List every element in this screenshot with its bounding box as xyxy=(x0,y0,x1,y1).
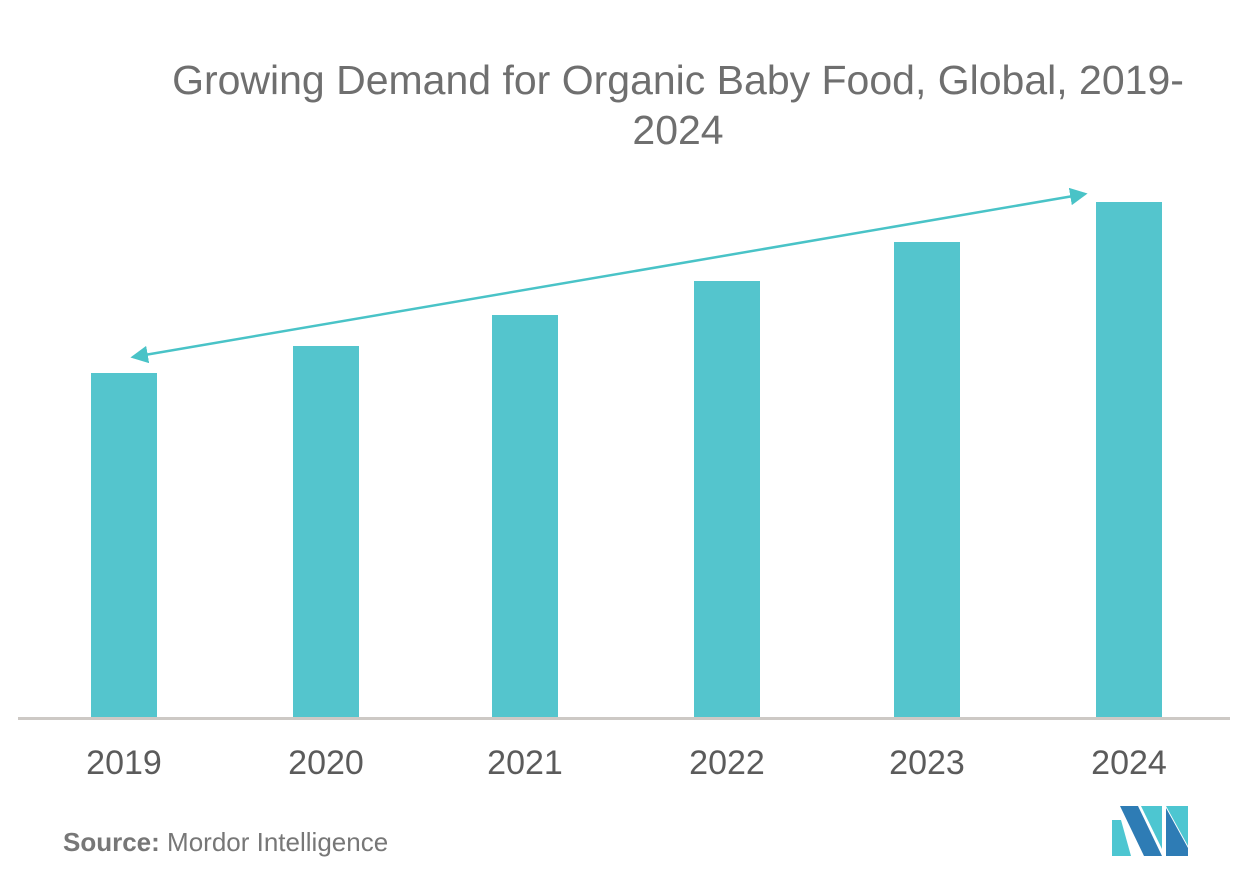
bar-2020 xyxy=(293,346,359,718)
x-axis-line xyxy=(18,717,1230,720)
bar-2022 xyxy=(694,281,760,718)
bar-2024 xyxy=(1096,202,1162,718)
source-text: Mordor Intelligence xyxy=(167,827,389,857)
chart-title-line2: 2024 xyxy=(632,107,724,153)
chart-title: Growing Demand for Organic Baby Food, Gl… xyxy=(104,55,1252,155)
year-label-2022: 2022 xyxy=(689,744,765,782)
mordor-intelligence-logo-icon xyxy=(1112,806,1188,856)
year-label-2020: 2020 xyxy=(288,744,364,782)
year-label-2019: 2019 xyxy=(86,744,162,782)
chart-title-line1: Growing Demand for Organic Baby Food, Gl… xyxy=(172,57,1184,103)
year-label-2021: 2021 xyxy=(487,744,563,782)
year-label-2024: 2024 xyxy=(1091,744,1167,782)
bar-2023 xyxy=(894,242,960,718)
source-label: Source: xyxy=(63,827,160,857)
bar-2019 xyxy=(91,373,157,718)
year-label-2023: 2023 xyxy=(889,744,965,782)
bar-2021 xyxy=(492,315,558,718)
source-line: Source: Mordor Intelligence xyxy=(63,827,388,858)
